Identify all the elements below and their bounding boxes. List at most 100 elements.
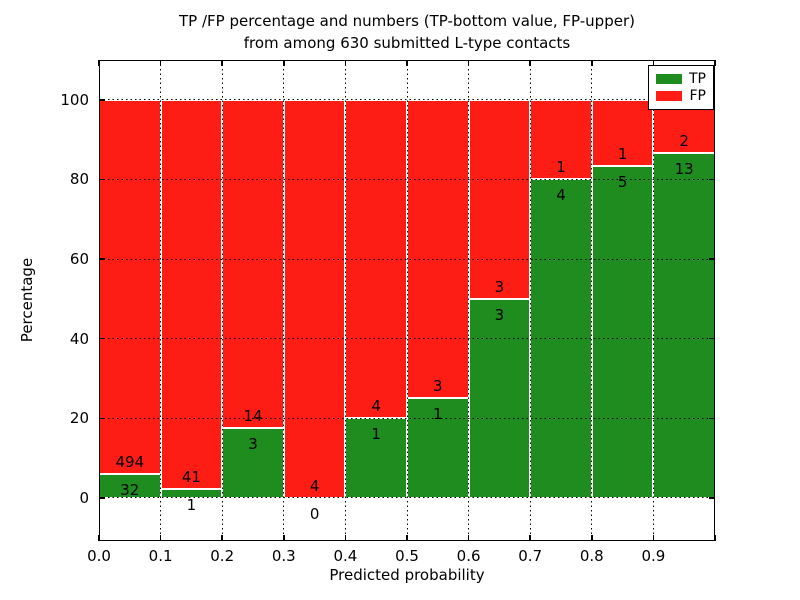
x-tick-mark-top [159, 60, 162, 66]
x-tick-mark [406, 535, 408, 541]
fp-bar-segment [468, 99, 531, 299]
x-tick-mark [714, 535, 716, 541]
fp-count-label: 2 [679, 131, 689, 150]
legend-item-fp: FP [656, 89, 706, 103]
fp-bar-segment [591, 99, 654, 167]
gridline-vertical [591, 60, 593, 541]
tp-bar-segment [468, 298, 531, 498]
y-tick-mark-right [709, 417, 715, 420]
x-tick-label: 0.6 [456, 547, 481, 565]
x-tick-mark-top [591, 60, 593, 66]
fp-count-label: 4 [371, 397, 381, 416]
tp-bar-segment [222, 427, 284, 498]
fp-count-label: 494 [115, 452, 145, 471]
y-tick-mark-right [709, 178, 715, 181]
tp-count-label: 32 [120, 480, 140, 499]
x-tick-label: 0.4 [333, 547, 358, 565]
x-tick-mark-top [714, 60, 716, 66]
y-tick-mark [99, 337, 105, 340]
fp-bar-segment [283, 99, 346, 498]
x-tick-mark-top [221, 60, 223, 66]
y-tick-mark-right [709, 497, 715, 499]
plot-area: TP FP 494 32 41 1 14 3 4 0 4 1 3 1 3 3 1 4 1 5 2 13 [98, 60, 716, 541]
y-tick-label: 40 [69, 329, 89, 348]
gridline-vertical [160, 60, 162, 541]
tp-count-label: 3 [248, 434, 258, 453]
tp-count-label: 1 [371, 425, 381, 444]
y-tick-mark [99, 417, 105, 420]
legend: TP FP [648, 65, 714, 110]
x-tick-label: 0.3 [271, 547, 296, 565]
fp-count-label: 1 [556, 158, 566, 177]
chart-title-line1: TP /FP percentage and numbers (TP-bottom… [179, 12, 635, 30]
gridline-vertical [344, 60, 346, 541]
tp-count-label: 1 [186, 495, 197, 514]
tp-bar-segment [591, 166, 654, 498]
x-tick-mark [159, 535, 162, 541]
fp-bar-segment [407, 99, 469, 399]
tp-count-label: 13 [674, 159, 694, 178]
x-tick-mark [652, 535, 655, 541]
x-tick-mark-top [652, 60, 655, 66]
x-tick-mark [467, 535, 470, 541]
x-tick-mark [344, 535, 347, 541]
x-tick-mark-top [98, 60, 100, 66]
chart-title: TP /FP percentage and numbers (TP-bottom… [99, 10, 715, 54]
tp-bar-segment [99, 473, 161, 498]
fp-count-label: 3 [433, 377, 443, 396]
tp-count-label: 0 [309, 504, 320, 523]
gridline-vertical [406, 60, 408, 541]
gridline-vertical [221, 60, 223, 541]
y-tick-mark [99, 178, 105, 181]
x-tick-mark-top [344, 60, 347, 66]
x-tick-label: 0.5 [395, 547, 419, 565]
fp-count-label: 3 [494, 277, 505, 296]
tp-bar-segment [407, 398, 469, 498]
x-tick-mark [221, 535, 223, 541]
legend-label-fp: FP [689, 88, 707, 105]
y-tick-label: 100 [60, 90, 89, 109]
y-tick-mark [99, 99, 105, 101]
x-tick-mark-top [283, 60, 285, 66]
y-tick-mark [99, 497, 105, 499]
tp-bar-segment [653, 152, 715, 498]
gridline-vertical [652, 60, 654, 541]
x-tick-mark-top [467, 60, 470, 66]
legend-label-tp: TP [689, 70, 706, 87]
y-tick-label: 20 [69, 409, 89, 428]
x-tick-label: 0.0 [87, 547, 111, 565]
x-axis-label: Predicted probability [329, 566, 485, 584]
x-tick-label: 0.9 [641, 547, 666, 565]
x-tick-mark [283, 535, 285, 541]
legend-swatch-fp-icon [656, 91, 682, 102]
y-tick-mark-right [709, 258, 715, 260]
y-tick-label: 0 [79, 488, 89, 507]
x-tick-mark [591, 535, 593, 541]
tp-count-label: 5 [617, 173, 628, 192]
y-tick-mark-right [709, 337, 715, 340]
x-tick-label: 0.8 [579, 547, 604, 565]
x-tick-label: 0.7 [518, 547, 543, 565]
legend-swatch-tp-icon [656, 73, 682, 84]
x-tick-label: 0.2 [210, 547, 235, 565]
chart-title-line2: from among 630 submitted L-type contacts [243, 34, 571, 52]
fp-bar-segment [160, 99, 223, 489]
y-tick-mark [99, 258, 105, 260]
y-axis-label: Percentage [18, 257, 36, 343]
y-tick-label: 60 [69, 250, 89, 269]
fp-count-label: 4 [309, 476, 320, 495]
fp-count-label: 1 [617, 145, 628, 164]
x-tick-mark-top [529, 60, 531, 66]
fp-count-label: 14 [243, 406, 263, 425]
gridline-vertical [529, 60, 531, 541]
x-tick-mark [529, 535, 531, 541]
fp-count-label: 41 [181, 467, 201, 486]
tp-count-label: 4 [556, 186, 566, 205]
legend-item-tp: TP [656, 72, 706, 86]
fp-bar-segment [530, 99, 592, 180]
x-tick-label: 0.1 [148, 547, 173, 565]
tp-count-label: 3 [494, 305, 505, 324]
fp-bar-segment [222, 99, 284, 428]
y-tick-label: 80 [69, 170, 89, 189]
